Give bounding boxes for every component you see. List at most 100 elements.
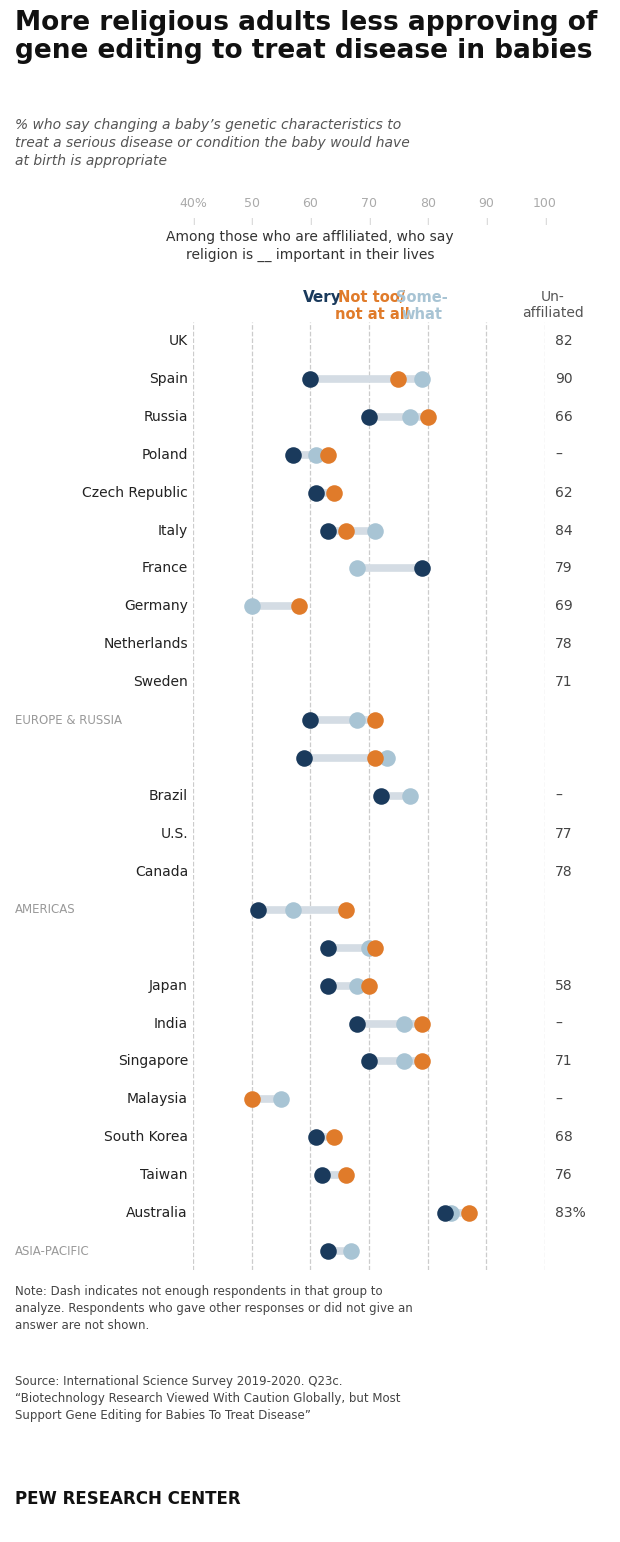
Point [417,1049,427,1073]
Point [311,1126,321,1150]
Text: |: | [544,217,546,225]
Text: 82: 82 [555,335,573,348]
Text: Japan: Japan [149,979,188,993]
Text: Russia: Russia [143,410,188,424]
Text: 62: 62 [555,486,573,500]
Text: |: | [192,217,194,225]
Text: India: India [154,1016,188,1030]
Text: Among those who are affliliated, who say
religion is __ important in their lives: Among those who are affliliated, who say… [166,230,454,262]
Point [352,973,362,998]
Text: |: | [309,217,311,225]
Point [376,783,386,808]
Text: 90: 90 [479,197,494,210]
Point [364,1049,374,1073]
Text: Note: Dash indicates not enough respondents in that group to
analyze. Respondent: Note: Dash indicates not enough responde… [15,1284,413,1332]
Point [276,1087,286,1112]
Point [306,708,316,732]
Point [323,1238,333,1263]
Text: Un-
affiliated: Un- affiliated [522,290,584,319]
Text: 78: 78 [555,637,573,651]
Text: Sweden: Sweden [133,675,188,689]
Point [446,1201,456,1226]
Point [405,783,415,808]
Point [393,367,403,392]
Text: |: | [427,217,429,225]
Text: South Korea: South Korea [104,1130,188,1144]
Point [329,480,339,504]
Text: AMERICAS: AMERICAS [15,904,76,916]
Point [340,897,350,922]
Point [364,936,374,961]
Point [288,897,298,922]
Text: –: – [555,1092,562,1106]
Text: Some-
what: Some- what [396,290,448,322]
Text: |: | [250,217,253,225]
Text: Not too/
not at all: Not too/ not at all [335,290,409,322]
Point [364,973,374,998]
Point [382,746,392,771]
Point [352,708,362,732]
Text: –: – [555,447,562,461]
Text: More religious adults less approving of
gene editing to treat disease in babies: More religious adults less approving of … [15,9,598,65]
Point [306,367,316,392]
Text: % who say changing a baby’s genetic characteristics to
treat a serious disease o: % who say changing a baby’s genetic char… [15,119,410,168]
Point [247,594,257,618]
Point [370,518,380,543]
Text: –: – [555,790,562,803]
Point [288,443,298,467]
Text: 80: 80 [420,197,436,210]
Text: Italy: Italy [157,524,188,538]
Point [417,367,427,392]
Text: 70: 70 [361,197,377,210]
Point [299,746,309,771]
Point [323,936,333,961]
Text: Source: International Science Survey 2019-2020. Q23c.
“Biotechnology Research Vi: Source: International Science Survey 201… [15,1375,401,1422]
Point [347,1238,356,1263]
Text: EUROPE & RUSSIA: EUROPE & RUSSIA [15,714,122,726]
Text: Australia: Australia [126,1206,188,1220]
Point [399,1012,409,1036]
Point [340,518,350,543]
Text: Poland: Poland [141,447,188,461]
Point [340,1163,350,1187]
Text: 90: 90 [555,372,573,386]
Point [370,746,380,771]
Point [247,1087,257,1112]
Text: 60: 60 [303,197,318,210]
Text: Very: Very [303,290,342,305]
Point [364,404,374,429]
Text: Spain: Spain [149,372,188,386]
Text: 40%: 40% [179,197,207,210]
Text: Czech Republic: Czech Republic [82,486,188,500]
Text: Netherlands: Netherlands [104,637,188,651]
Text: –: – [555,1016,562,1030]
Text: Canada: Canada [135,865,188,879]
Point [405,404,415,429]
Point [464,1201,474,1226]
Text: 58: 58 [555,979,573,993]
Point [352,1012,362,1036]
Point [311,443,321,467]
Point [352,557,362,581]
Point [329,1126,339,1150]
Text: 50: 50 [244,197,260,210]
Text: 66: 66 [555,410,573,424]
Point [417,557,427,581]
Text: 100: 100 [533,197,557,210]
Text: PEW RESEARCH CENTER: PEW RESEARCH CENTER [15,1490,241,1508]
Point [294,594,304,618]
Point [252,897,262,922]
Text: Malaysia: Malaysia [127,1092,188,1106]
Point [370,936,380,961]
Text: U.S.: U.S. [161,827,188,840]
Point [370,708,380,732]
Text: Singapore: Singapore [118,1055,188,1069]
Point [311,480,321,504]
Text: 83%: 83% [555,1206,586,1220]
Text: 79: 79 [555,561,573,575]
Point [323,973,333,998]
Text: 78: 78 [555,865,573,879]
Point [417,1012,427,1036]
Point [323,518,333,543]
Text: UK: UK [169,335,188,348]
